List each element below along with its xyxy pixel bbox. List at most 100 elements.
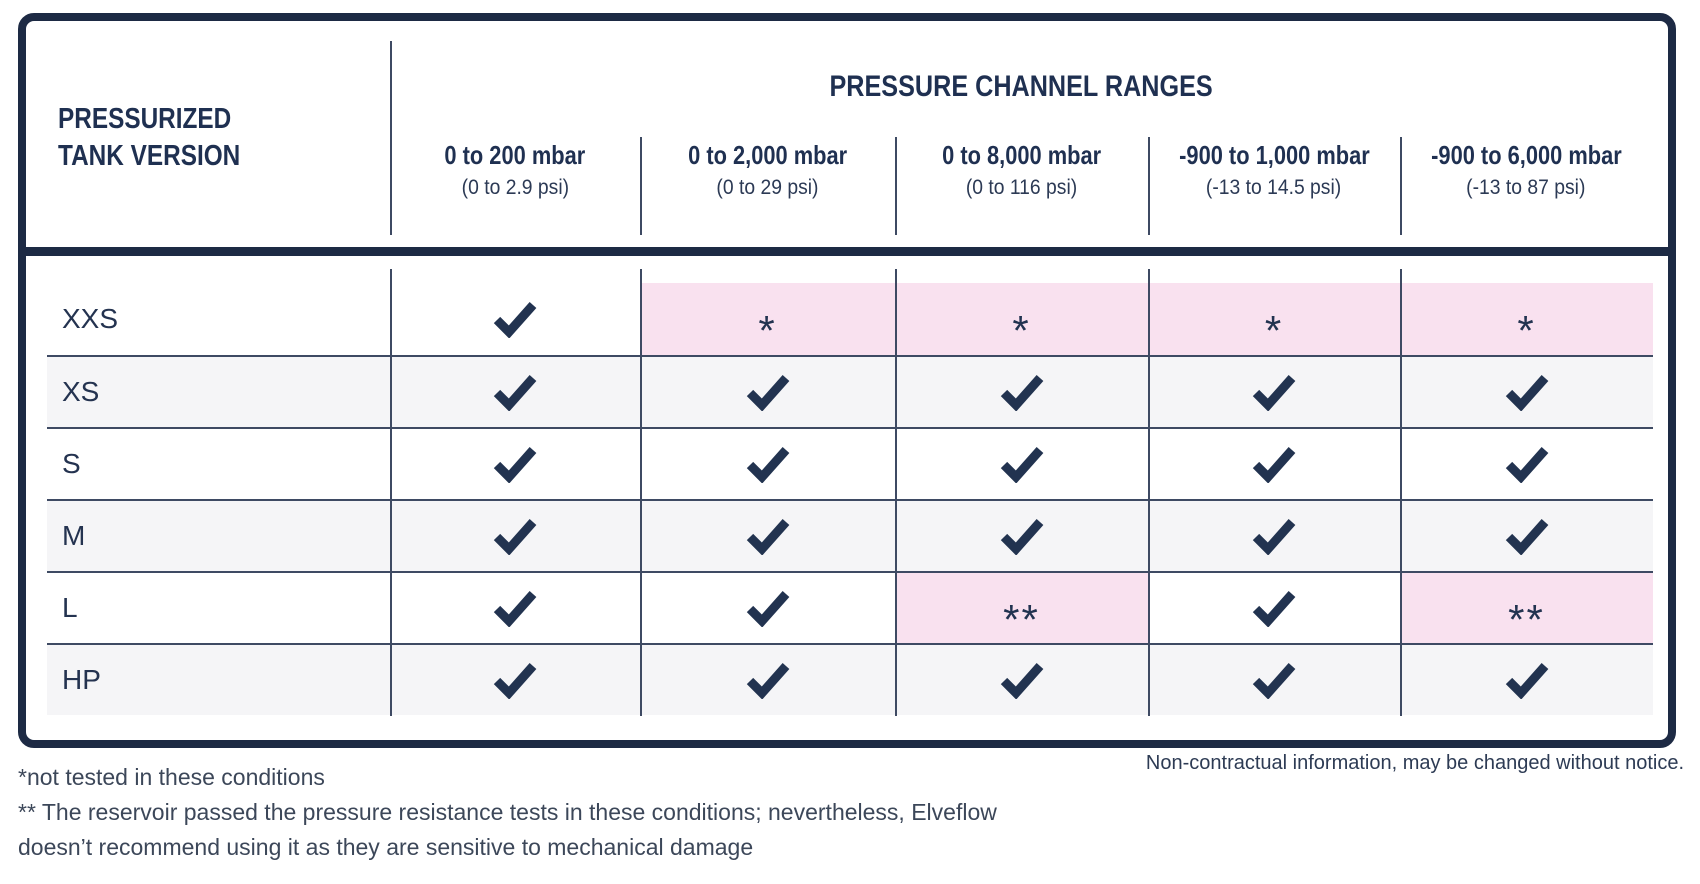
column-header-5: -900 to 6,000 mbar (-13 to 87 psi): [1400, 137, 1652, 202]
row-label: XXS: [62, 303, 119, 334]
cell-xs-col2: [640, 357, 895, 427]
check-icon: [1252, 591, 1296, 627]
check-icon: [493, 375, 537, 411]
cell-xs-col4: [1148, 357, 1400, 427]
cell-s-col4: [1148, 429, 1400, 499]
cell-xxs-col5: *: [1400, 283, 1653, 355]
footnote-doublestar-line2: doesn’t recommend using it as they are s…: [18, 834, 754, 860]
check-icon: [1252, 663, 1296, 699]
column-range-psi: (-13 to 87 psi): [1466, 176, 1586, 199]
pressure-ranges-table: PRESSURIZED TANK VERSION PRESSURE CHANNE…: [18, 13, 1676, 748]
cell-m-col2: [640, 501, 895, 571]
header-column-divider: [1400, 137, 1402, 235]
column-range-mbar: -900 to 6,000 mbar: [1430, 140, 1622, 170]
check-icon: [493, 519, 537, 555]
cell-s-col2: [640, 429, 895, 499]
header-column-divider: [1148, 137, 1150, 235]
check-icon: [746, 519, 789, 555]
column-range-psi: (0 to 29 psi): [716, 176, 819, 199]
non-contractual-note: Non-contractual information, may be chan…: [1145, 752, 1684, 774]
row-header-title: PRESSURIZED TANK VERSION: [58, 101, 275, 175]
cell-s-col1: [390, 429, 640, 499]
cell-m-col3: [895, 501, 1148, 571]
check-icon: [1252, 375, 1296, 411]
cell-l-col2: [640, 573, 895, 643]
group-header: PRESSURE CHANNEL RANGES: [390, 69, 1652, 105]
cell-xxs-col4: *: [1148, 283, 1400, 355]
row-label: S: [62, 448, 81, 479]
column-header-4: -900 to 1,000 mbar (-13 to 14.5 psi): [1148, 137, 1400, 202]
check-icon: [1505, 375, 1548, 411]
column-headers: 0 to 200 mbar (0 to 2.9 psi) 0 to 2,000 mb…: [390, 137, 1652, 202]
header-column-divider: [895, 137, 897, 235]
check-icon: [746, 591, 789, 627]
cell-xs-col5: [1400, 357, 1653, 427]
check-icon: [493, 447, 537, 483]
group-header-title: PRESSURE CHANNEL RANGES: [829, 70, 1213, 103]
table-body: XXS * * * * XS S M L ** ** HP: [47, 269, 1653, 716]
footnote-doublestar-line1: ** The reservoir passed the pressure res…: [18, 799, 997, 825]
table-row-hp: HP: [47, 643, 1653, 715]
check-icon: [746, 447, 789, 483]
check-icon: [1505, 447, 1548, 483]
table-row-s: S: [47, 427, 1653, 499]
row-header-line2: TANK VERSION: [58, 140, 241, 172]
column-range-psi: (-13 to 14.5 psi): [1206, 176, 1342, 199]
cell-hp-col5: [1400, 645, 1653, 715]
column-header-1: 0 to 200 mbar (0 to 2.9 psi): [390, 137, 640, 202]
row-label: HP: [62, 664, 101, 695]
row-label: L: [62, 592, 78, 623]
body-column-divider: [895, 269, 897, 716]
check-icon: [1252, 447, 1296, 483]
cell-hp-col1: [390, 645, 640, 715]
cell-s-col3: [895, 429, 1148, 499]
column-range-psi: (0 to 2.9 psi): [461, 176, 569, 199]
header-body-divider: [26, 247, 1668, 256]
cell-xxs-col3: *: [895, 283, 1148, 355]
footnotes: *not tested in these conditions ** The r…: [18, 760, 1168, 865]
check-icon: [493, 663, 537, 699]
table-row-xs: XS: [47, 355, 1653, 427]
check-icon: [1000, 663, 1043, 699]
check-icon: [1252, 519, 1296, 555]
cell-l-col1: [390, 573, 640, 643]
cell-xs-col3: [895, 357, 1148, 427]
cell-m-col5: [1400, 501, 1653, 571]
cell-l-col3: **: [895, 573, 1148, 643]
body-column-divider: [1148, 269, 1150, 716]
check-icon: [1505, 663, 1548, 699]
row-label: XS: [62, 376, 100, 407]
check-icon: [493, 591, 537, 627]
body-column-divider: [640, 269, 642, 716]
cell-m-col1: [390, 501, 640, 571]
column-range-psi: (0 to 116 psi): [965, 176, 1078, 199]
column-range-mbar: -900 to 1,000 mbar: [1178, 140, 1370, 170]
check-icon: [1000, 375, 1043, 411]
cell-xs-col1: [390, 357, 640, 427]
check-icon: [1505, 519, 1548, 555]
column-header-3: 0 to 8,000 mbar (0 to 116 psi): [895, 137, 1148, 202]
check-icon: [746, 663, 789, 699]
cell-hp-col3: [895, 645, 1148, 715]
footnote-star: *not tested in these conditions: [18, 764, 325, 790]
table-row-l: L ** **: [47, 571, 1653, 643]
cell-xxs-col2: *: [640, 283, 895, 355]
row-header-line1: PRESSURIZED: [58, 103, 232, 135]
column-header-2: 0 to 2,000 mbar (0 to 29 psi): [640, 137, 895, 202]
header-vertical-divider: [390, 41, 392, 235]
body-column-divider: [1400, 269, 1402, 716]
check-icon: [493, 302, 537, 338]
row-label: M: [62, 520, 86, 551]
cell-l-col4: [1148, 573, 1400, 643]
body-column-divider: [390, 269, 392, 716]
cell-xxs-col1: [390, 283, 640, 355]
cell-hp-col4: [1148, 645, 1400, 715]
column-range-mbar: 0 to 200 mbar: [444, 140, 586, 170]
cell-s-col5: [1400, 429, 1653, 499]
cell-hp-col2: [640, 645, 895, 715]
column-range-mbar: 0 to 2,000 mbar: [687, 140, 848, 170]
check-icon: [1000, 447, 1043, 483]
check-icon: [746, 375, 789, 411]
column-range-mbar: 0 to 8,000 mbar: [941, 140, 1102, 170]
